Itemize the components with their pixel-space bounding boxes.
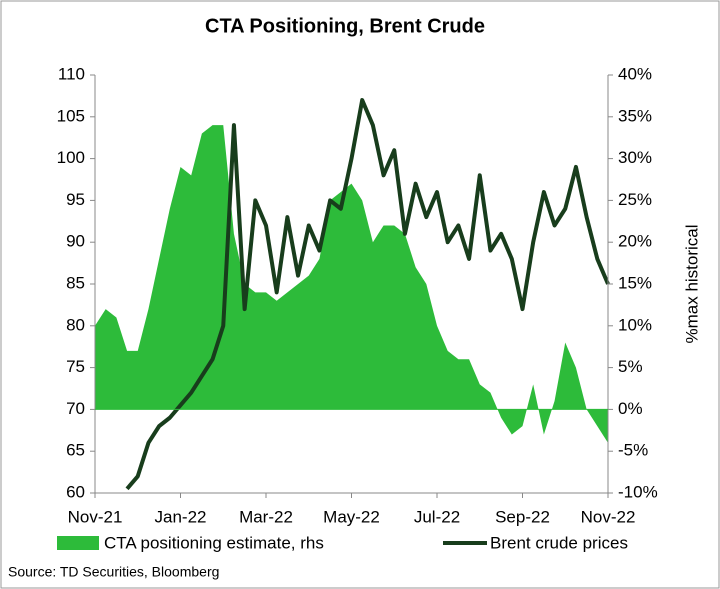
y2-tick-label: 0% [618,399,643,418]
y2-tick-label: 40% [618,64,652,83]
y-tick-label: 85 [66,273,85,292]
y2-tick-label: 35% [618,106,652,125]
line [125,98,610,491]
y2-tick-label: 15% [618,273,652,292]
y-tick-label: 80 [66,315,85,334]
y-tick-label: 110 [58,64,85,83]
y2-tick-label: 20% [618,232,652,251]
x-tick-label: Sep-22 [495,507,550,526]
y-tick-label: 95 [66,190,85,209]
y-tick-label: 75 [66,357,85,376]
y-tick-label: 100 [57,148,85,167]
y-tick-label: 70 [66,399,85,418]
y2-tick-label: 10% [618,315,652,334]
x-tick-label: Nov-21 [68,507,123,526]
legend-label: Brent crude prices [490,533,628,552]
y-tick-label: 105 [57,106,85,125]
legend-swatch [57,536,99,550]
x-tick-label: May-22 [323,507,380,526]
y-tick-label: 65 [66,441,85,460]
x-tick-label: Nov-22 [581,507,636,526]
x-tick-label: Jul-22 [414,507,460,526]
x-tick-label: Jan-22 [155,507,207,526]
y2-tick-label: 25% [618,190,652,209]
y2-tick-label: -5% [618,441,648,460]
y-tick-label: 90 [66,232,85,251]
y2-axis-label: %max historical [682,224,701,343]
x-tick-label: Mar-22 [239,507,293,526]
y2-tick-label: 30% [618,148,652,167]
chart-title: CTA Positioning, Brent Crude [205,15,485,37]
y2-tick-label: 5% [618,357,643,376]
area [95,125,608,443]
y-tick-label: 60 [66,482,85,501]
legend-label: CTA positioning estimate, rhs [104,533,324,552]
y2-tick-label: -10% [618,482,658,501]
source: Source: TD Securities, Bloomberg [8,564,219,580]
